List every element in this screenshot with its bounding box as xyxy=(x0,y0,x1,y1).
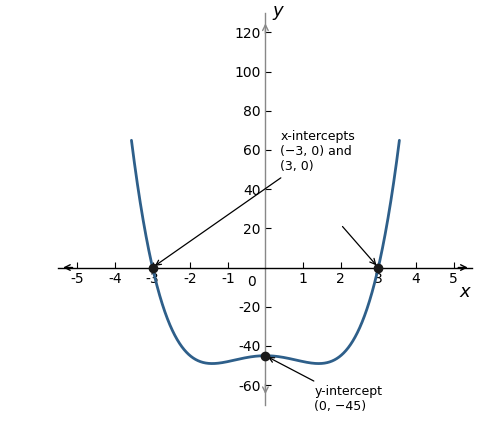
Text: 0: 0 xyxy=(247,275,256,289)
Text: x-intercepts
(−3, 0) and
(3, 0): x-intercepts (−3, 0) and (3, 0) xyxy=(156,130,355,265)
Text: y: y xyxy=(273,2,283,20)
Text: y-intercept
(0, −45): y-intercept (0, −45) xyxy=(269,358,382,413)
Text: x: x xyxy=(460,283,470,301)
